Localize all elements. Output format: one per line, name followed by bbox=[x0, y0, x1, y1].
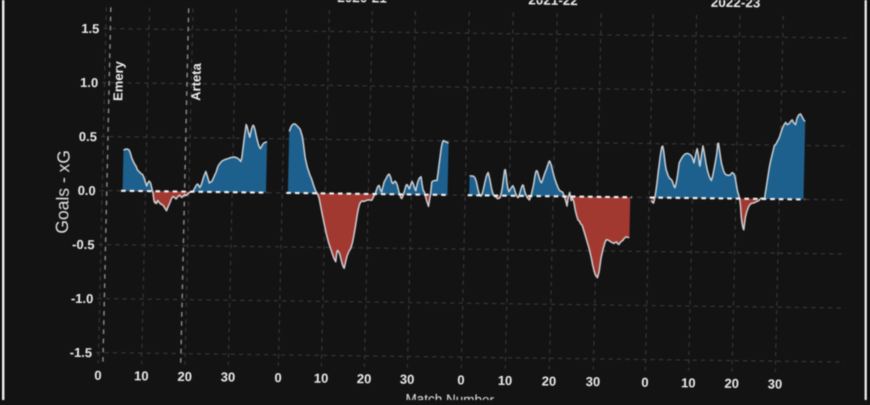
svg-text:2021-22: 2021-22 bbox=[528, 0, 578, 8]
svg-text:10: 10 bbox=[134, 368, 149, 383]
svg-text:2022-23: 2022-23 bbox=[711, 0, 761, 10]
svg-text:20: 20 bbox=[724, 376, 739, 391]
svg-text:10: 10 bbox=[681, 375, 696, 390]
svg-text:Arteta: Arteta bbox=[188, 62, 204, 101]
svg-text:2020-21: 2020-21 bbox=[337, 0, 387, 6]
svg-text:Goals - xG: Goals - xG bbox=[52, 150, 74, 234]
svg-text:0.5: 0.5 bbox=[79, 129, 97, 144]
svg-text:1.5: 1.5 bbox=[81, 21, 99, 36]
svg-text:30: 30 bbox=[768, 376, 783, 391]
svg-text:0: 0 bbox=[94, 368, 102, 383]
svg-text:Emery: Emery bbox=[110, 60, 126, 101]
svg-text:1.0: 1.0 bbox=[80, 75, 98, 90]
svg-text:10: 10 bbox=[498, 373, 513, 388]
svg-text:20: 20 bbox=[177, 369, 192, 384]
svg-text:20: 20 bbox=[542, 373, 557, 388]
svg-text:0: 0 bbox=[274, 370, 282, 385]
svg-text:30: 30 bbox=[586, 374, 601, 389]
svg-text:30: 30 bbox=[400, 372, 415, 387]
svg-text:-0.5: -0.5 bbox=[72, 237, 95, 252]
svg-text:0: 0 bbox=[641, 375, 649, 390]
svg-text:-1.0: -1.0 bbox=[71, 291, 94, 306]
svg-text:30: 30 bbox=[221, 369, 236, 384]
svg-text:-1.5: -1.5 bbox=[70, 345, 93, 360]
svg-text:0.0: 0.0 bbox=[78, 183, 96, 198]
svg-text:10: 10 bbox=[314, 371, 329, 386]
svg-text:0: 0 bbox=[457, 372, 465, 387]
svg-text:20: 20 bbox=[357, 371, 372, 386]
svg-text:Match Number: Match Number bbox=[405, 391, 494, 400]
